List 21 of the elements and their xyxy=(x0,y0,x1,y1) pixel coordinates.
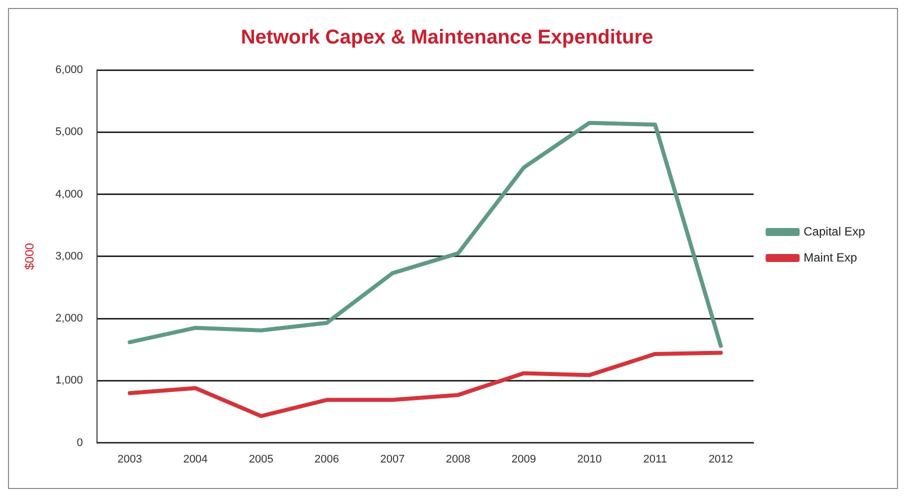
x-tick-label: 2012 xyxy=(708,453,734,466)
y-tick-label: 2,000 xyxy=(55,312,83,325)
x-tick-label: 2011 xyxy=(643,453,667,466)
y-tick-label: 0 xyxy=(76,436,83,449)
y-axis-title: $000 xyxy=(22,242,37,270)
x-tick-label: 2010 xyxy=(577,453,602,466)
y-tick-label: 5,000 xyxy=(55,126,83,138)
chart-title: Network Capex & Maintenance Expenditure xyxy=(240,26,654,49)
y-tick-label: 6,000 xyxy=(55,64,83,76)
y-tick-label: 1,000 xyxy=(55,374,83,387)
x-tick-label: 2006 xyxy=(314,453,340,466)
x-tick-label: 2008 xyxy=(446,453,470,466)
y-tick-label: 3,000 xyxy=(55,250,83,262)
x-tick-label: 2007 xyxy=(380,453,405,466)
x-tick-label: 2005 xyxy=(248,453,274,466)
x-tick-label: 2009 xyxy=(512,453,536,466)
legend-label: Capital Exp xyxy=(804,224,866,238)
y-tick-label: 4,000 xyxy=(55,188,83,200)
x-tick-label: 2004 xyxy=(183,453,208,466)
x-tick-label: 2003 xyxy=(118,453,142,466)
legend-label: Maint Exp xyxy=(804,250,858,264)
